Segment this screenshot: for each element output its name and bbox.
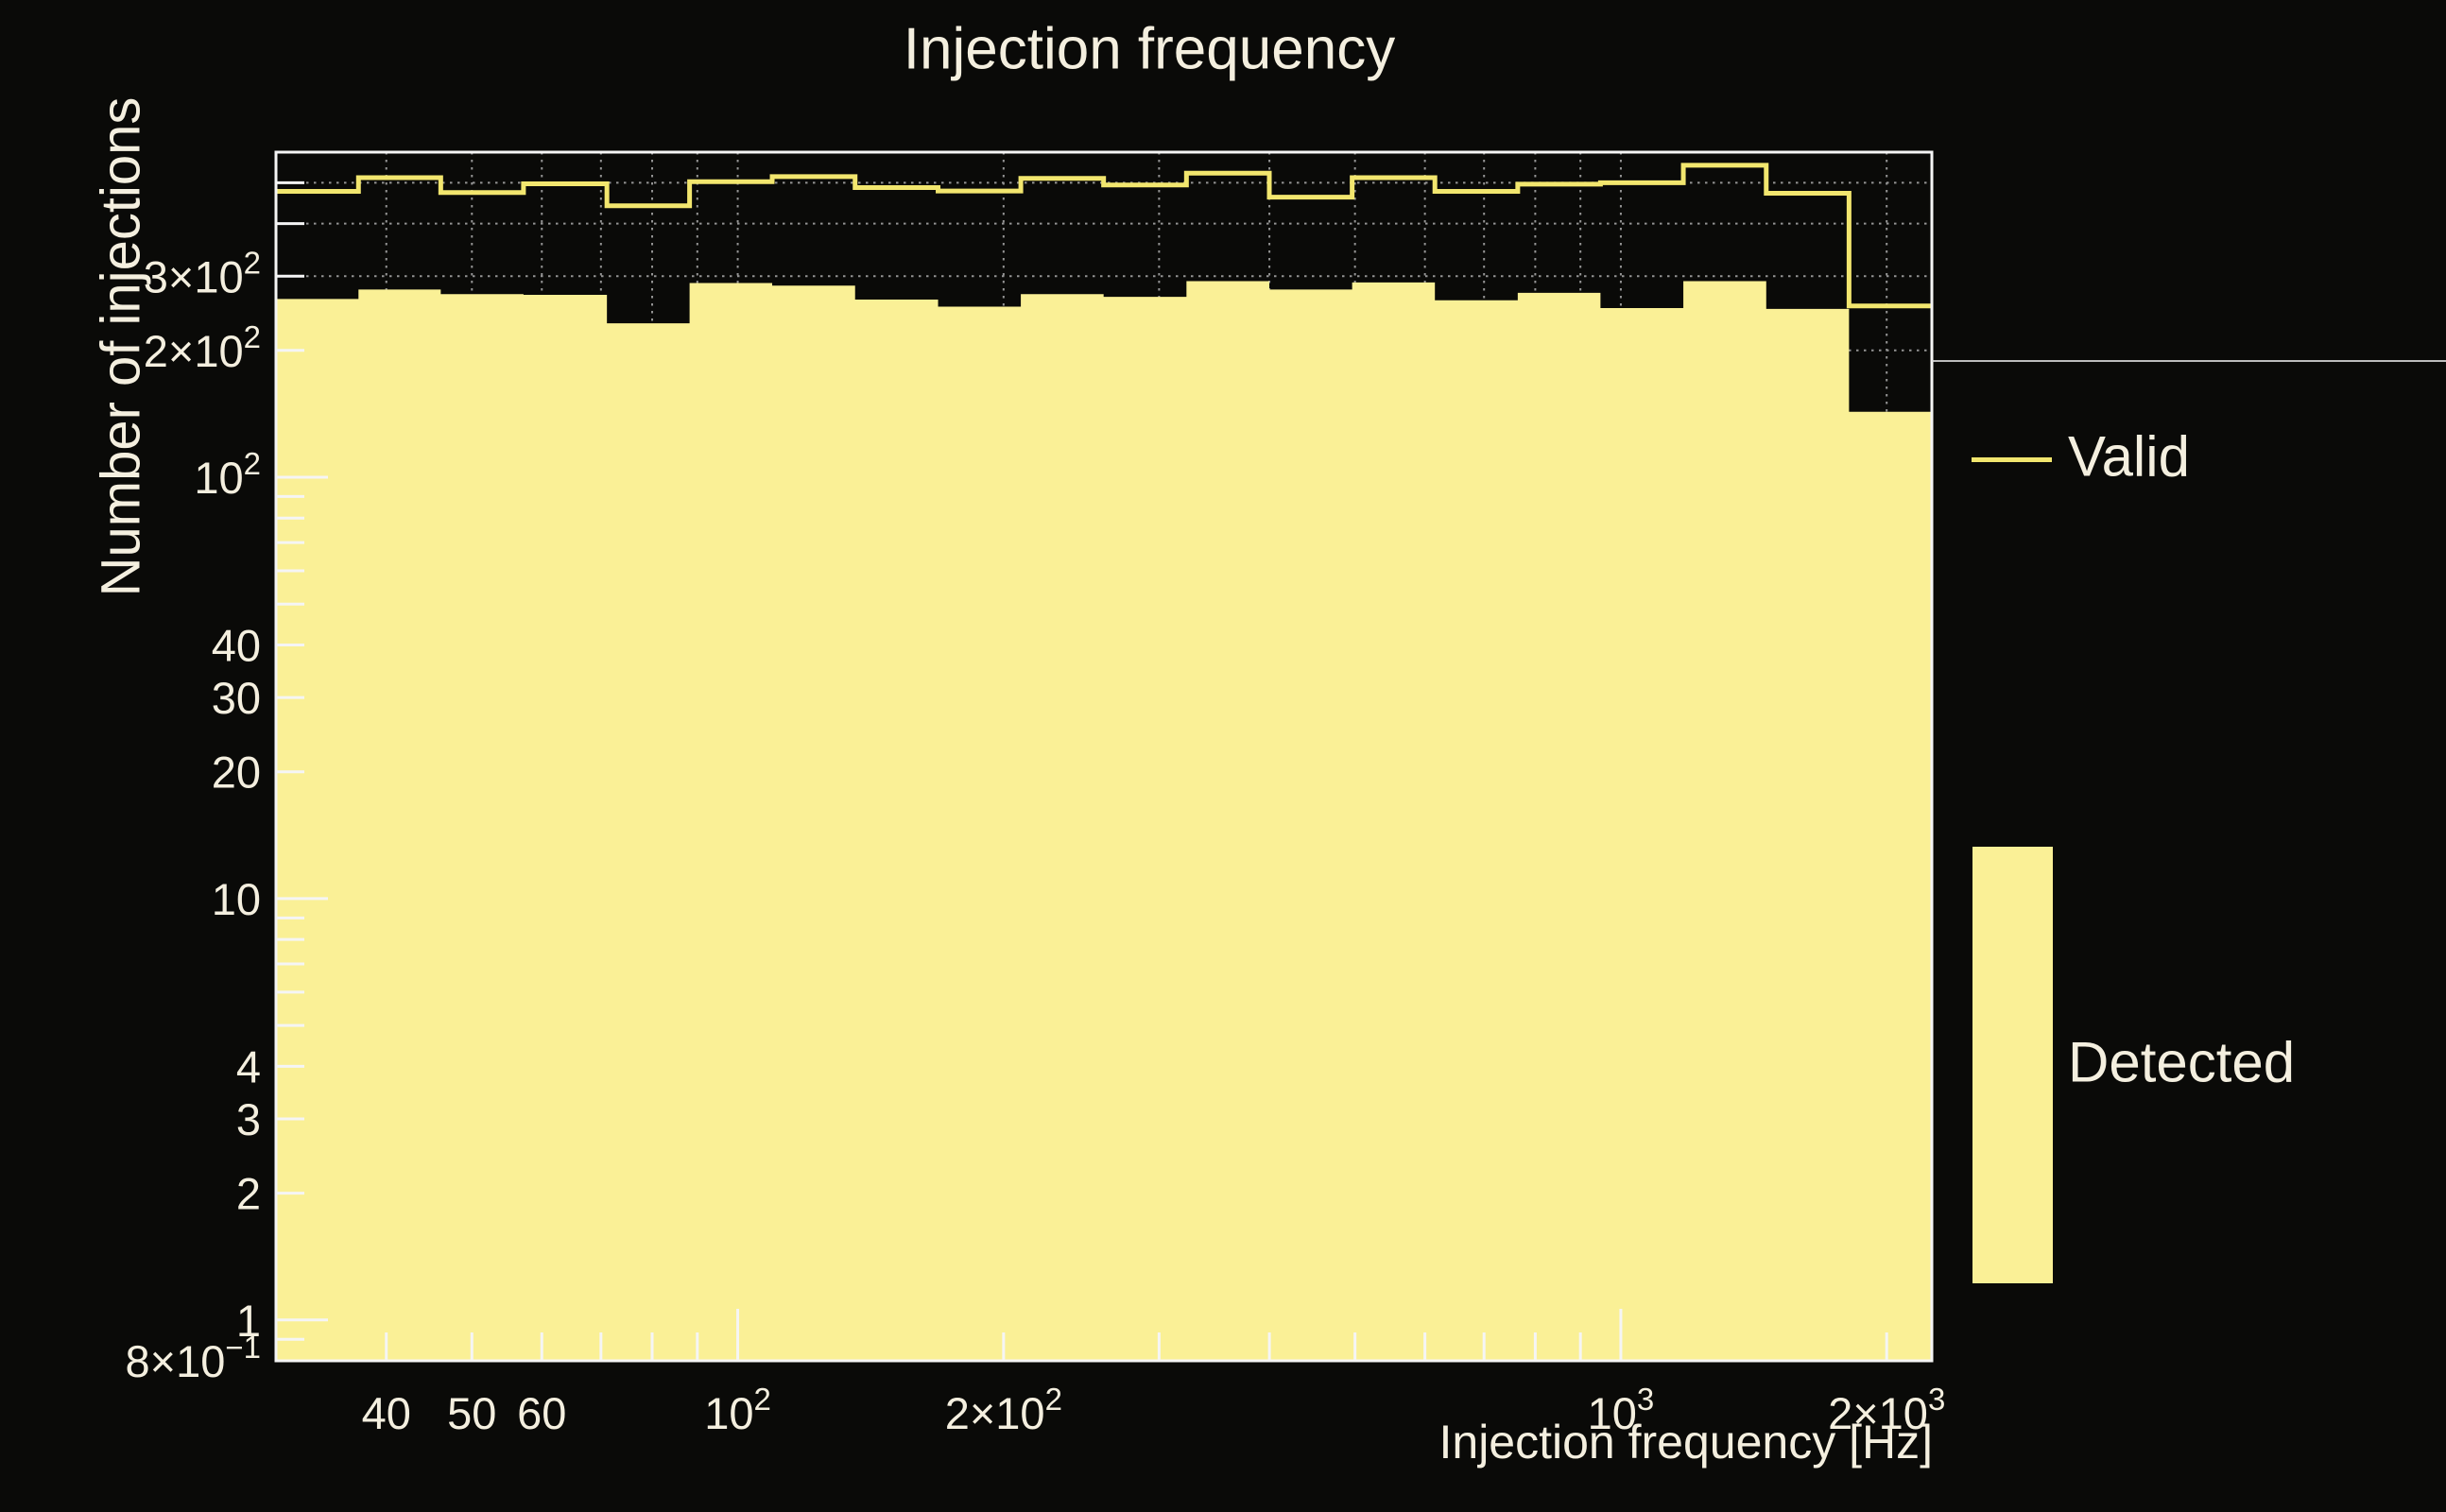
plot-frame [274,150,1934,1363]
chart-title: Injection frequency [903,16,1396,82]
y-tick-label: 20 [212,747,261,798]
x-tick-label: 40 [362,1388,411,1438]
detected-histogram [276,281,1932,1361]
y-tick-label: 102 [194,446,261,503]
valid-histogram [276,163,1932,309]
axis-ticks [276,180,1888,1361]
x-axis-title: Injection frequency [Hz] [1438,1416,1934,1469]
x-tick-label: 50 [447,1388,496,1438]
x-tick-label: 103 [1588,1382,1655,1438]
y-tick-label: 10 [212,874,261,924]
legend-box-top-line [1932,360,2446,362]
y-tick-label: 30 [212,673,261,723]
y-tick-label: 2 [236,1169,261,1219]
y-tick-label: 8×10−1 [126,1330,262,1386]
detected-fill-swatch [1972,847,2053,1283]
legend-entry-valid-label: Valid [2068,424,2190,489]
y-tick-label: 1 [236,1296,261,1346]
y-tick-label: 3 [236,1094,261,1144]
x-tick-label: 60 [517,1388,566,1438]
y-tick-label: 2×102 [144,319,261,376]
x-tick-label: 2×102 [945,1382,1062,1438]
y-tick-label: 40 [212,620,261,670]
x-tick-label: 2×103 [1828,1382,1945,1438]
valid-line-swatch [1972,457,2052,462]
x-tick-labels: 40 50 60 102 2×102 103 2×103 [362,1382,1946,1438]
y-tick-label: 3×102 [144,245,261,301]
y-tick-label: 4 [236,1041,261,1091]
legend-entry-detected-label: Detected [2068,1030,2296,1094]
x-tick-label: 102 [704,1382,771,1438]
